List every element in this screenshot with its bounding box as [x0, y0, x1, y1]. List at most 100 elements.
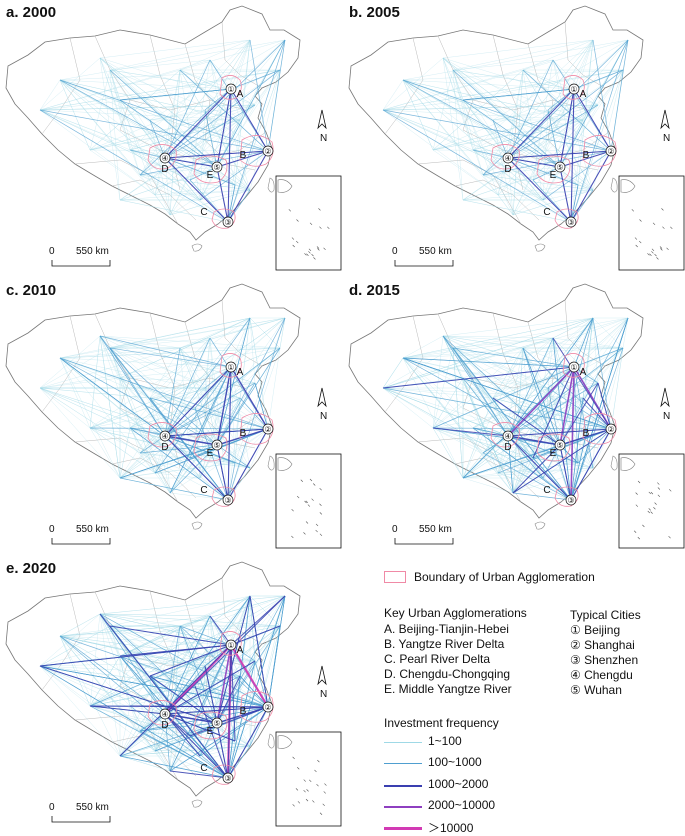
- flow-line-low: [209, 59, 236, 186]
- hainan-outline: [191, 799, 203, 808]
- flow-line-low: [462, 69, 624, 101]
- flow-line-low: [169, 428, 269, 494]
- flow-line-medium: [59, 357, 218, 446]
- flow-line-low: [149, 109, 206, 121]
- flow-line-low: [119, 615, 211, 657]
- flow-line-medium: [59, 79, 269, 152]
- flow-line-high: [216, 595, 251, 724]
- flow-line-low: [382, 109, 499, 196]
- flow-line-strong: [227, 428, 269, 501]
- legend-freq-label: 1~100: [428, 734, 462, 748]
- agglomeration-boundary: [490, 144, 520, 170]
- legend-freq-title: Investment frequency: [384, 716, 499, 730]
- flow-line-low: [109, 595, 251, 627]
- flow-line-low: [119, 166, 218, 201]
- flow-line-low: [592, 317, 624, 349]
- province-border: [462, 407, 610, 439]
- flow-line-low: [402, 357, 494, 399]
- flow-line-low: [522, 69, 575, 90]
- flow-line-low: [199, 660, 256, 757]
- taiwan-outline: [267, 177, 275, 193]
- agglomeration-label: D: [504, 164, 511, 175]
- flow-line-medium: [164, 615, 211, 715]
- flow-line-low: [199, 625, 281, 757]
- north-label: N: [663, 133, 670, 144]
- scale-zero: 0: [392, 524, 398, 535]
- flow-line-low: [59, 79, 201, 201]
- flow-line-low: [119, 655, 256, 662]
- flow-line-low: [139, 317, 251, 454]
- flow-line-medium: [462, 88, 575, 101]
- flow-line-low: [89, 69, 111, 151]
- flow-line-low: [169, 457, 191, 494]
- flow-line-low: [497, 337, 554, 474]
- flow-line-low: [99, 335, 181, 349]
- flow-line-low: [59, 357, 121, 479]
- flow-line-low: [497, 467, 594, 474]
- flow-line-medium: [552, 337, 572, 501]
- flow-line-low: [512, 457, 534, 494]
- agglomeration-boundary: [211, 764, 236, 785]
- flow-line-low: [442, 317, 594, 337]
- city-number: ②: [264, 703, 271, 712]
- flow-line-low: [119, 735, 191, 757]
- flow-line-low: [119, 69, 281, 101]
- flow-line-low: [194, 104, 256, 131]
- flow-line-low: [179, 39, 286, 71]
- flow-line-medium: [204, 88, 232, 111]
- agglomeration-boundary: [219, 353, 242, 378]
- north-arrow-icon: [317, 109, 327, 130]
- panel-c: c. 2010 ① ② ③ ④ ⑤ A B C D E N 0 550 km: [0, 278, 345, 553]
- agglomeration-boundary: [239, 691, 274, 723]
- agglomeration-label: B: [240, 150, 247, 161]
- flow-line-low: [532, 347, 624, 459]
- flow-line-low: [119, 347, 281, 479]
- flow-line-low: [234, 150, 269, 186]
- legend-key-item: C. Pearl River Delta: [384, 652, 491, 666]
- legend-freq-line: [384, 827, 422, 830]
- flow-line-high: [216, 675, 241, 724]
- city-number: ③: [567, 218, 574, 227]
- flow-line-low: [442, 335, 624, 349]
- flow-line-medium: [507, 337, 554, 437]
- flow-line-medium: [227, 595, 251, 779]
- flow-line-low: [472, 109, 549, 151]
- flow-line-low: [154, 745, 251, 752]
- legend-freq-line: [384, 763, 422, 764]
- flow-line-high: [99, 613, 229, 779]
- flow-line-high: [189, 706, 269, 737]
- flow-line-medium: [542, 150, 612, 201]
- flow-line-medium: [492, 119, 509, 159]
- flow-line-low: [582, 382, 599, 399]
- flow-line-low: [199, 428, 269, 479]
- flow-line-low: [89, 149, 156, 196]
- legend-freq-label: 2000~10000: [428, 798, 496, 812]
- province-border: [111, 179, 197, 221]
- agglomeration-boundary: [562, 75, 585, 100]
- flow-line-low: [59, 613, 101, 637]
- legend-boundary: Boundary of Urban Agglomeration: [414, 570, 595, 584]
- flow-line-low: [462, 457, 534, 479]
- flow-line-low: [189, 675, 241, 737]
- flow-line-medium: [129, 149, 166, 159]
- map-e: ① ② ③ ④ ⑤ A B C D E N 0 550 km: [5, 561, 342, 827]
- panel-title: c. 2010: [6, 282, 57, 299]
- scale-bar: [394, 260, 454, 267]
- flow-line-high: [559, 382, 599, 446]
- flow-line-medium: [573, 69, 624, 90]
- flow-line-high: [194, 685, 229, 779]
- flow-line-medium: [559, 317, 629, 446]
- flow-line-low: [249, 317, 256, 384]
- agglomeration-label: A: [237, 645, 244, 656]
- flow-line-low: [154, 157, 166, 196]
- flow-line-strong: [216, 444, 229, 501]
- flow-line-low: [497, 104, 599, 196]
- flow-line-low: [452, 347, 549, 389]
- agglomeration-label: C: [200, 485, 207, 496]
- south-china-sea-inset: [275, 731, 342, 827]
- flow-line-low: [402, 69, 624, 81]
- flow-line-low: [442, 57, 474, 151]
- flow-line-medium: [592, 317, 612, 430]
- flow-line-low: [39, 387, 141, 454]
- flow-line-medium: [216, 39, 286, 168]
